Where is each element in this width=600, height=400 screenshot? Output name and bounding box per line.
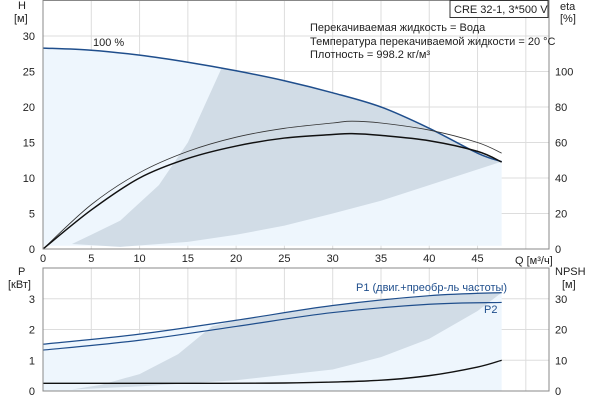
y2-tick-label: 20 [555, 209, 567, 221]
top-plot-frame [42, 0, 550, 250]
p-tick-label: 2 [29, 325, 35, 337]
dark-power-area [71, 292, 502, 390]
x-tick-label: 10 [133, 253, 145, 265]
x-label-q: Q [м³/ч] [515, 255, 553, 267]
y-tick-label: 30 [23, 31, 35, 43]
legend-p1: P1 (двиг.+преобр-ль частоты) [356, 282, 507, 294]
y-tick-label: 0 [29, 244, 35, 256]
y-unit-p: [кВт] [8, 279, 31, 291]
npsh-tick-label: 0 [555, 386, 561, 398]
bottom-plot-frame [42, 267, 550, 392]
y-unit-h: [м] [14, 13, 28, 25]
y-tick-label: 25 [23, 67, 35, 79]
series-npsh [42, 359, 502, 385]
y2-tick-label: 0 [555, 244, 561, 256]
x-tick-label: 20 [230, 253, 242, 265]
x-tick-label: 30 [327, 253, 339, 265]
y-tick-label: 5 [29, 209, 35, 221]
x-tick-label: 0 [40, 253, 46, 265]
y-label-p: P [18, 266, 25, 278]
y2-tick-label: 40 [555, 173, 567, 185]
x-tick-label: 25 [278, 253, 290, 265]
series-p1 [42, 292, 502, 345]
y-tick-label: 20 [23, 102, 35, 114]
y-label-h: H [18, 0, 26, 12]
y-tick-label: 15 [23, 138, 35, 150]
legend-p2: P2 [484, 304, 497, 316]
npsh-tick-label: 30 [555, 294, 567, 306]
annotation-temperature: Температура перекачиваемой жидкости = 20… [310, 36, 556, 48]
annotation-density: Плотность = 998.2 кг/м³ [310, 49, 430, 61]
series-p2 [42, 301, 502, 351]
npsh-tick-label: 20 [555, 325, 567, 337]
x-tick-label: 40 [423, 253, 435, 265]
p-tick-label: 0 [29, 386, 35, 398]
series-h [42, 47, 502, 163]
x-tick-label: 5 [88, 253, 94, 265]
y2-tick-label: 80 [555, 102, 567, 114]
x-tick-label: 15 [182, 253, 194, 265]
y2-unit-npsh: [м] [562, 279, 576, 291]
series-eta2 [42, 132, 502, 250]
series-eta1 [42, 120, 502, 250]
npsh-tick-label: 10 [555, 355, 567, 367]
y-tick-label: 10 [23, 173, 35, 185]
title-box [449, 0, 549, 18]
y2-tick-label: 60 [555, 138, 567, 150]
curve-label-100: 100 % [93, 37, 124, 49]
dark-range-area [71, 67, 502, 247]
y2-label-npsh: NPSH [555, 266, 586, 278]
x-tick-label: 35 [375, 253, 387, 265]
p-tick-label: 3 [29, 294, 35, 306]
y2-unit-eta: [%] [560, 13, 576, 25]
x-tick-label: 45 [471, 253, 483, 265]
chart-title: CRE 32-1, 3*500 V [454, 4, 548, 16]
y2-label-eta: eta [560, 1, 576, 13]
annotation-fluid: Перекачиваемая жидкость = Вода [310, 22, 486, 34]
y2-tick-label: 100 [555, 67, 573, 79]
p-tick-label: 1 [29, 355, 35, 367]
